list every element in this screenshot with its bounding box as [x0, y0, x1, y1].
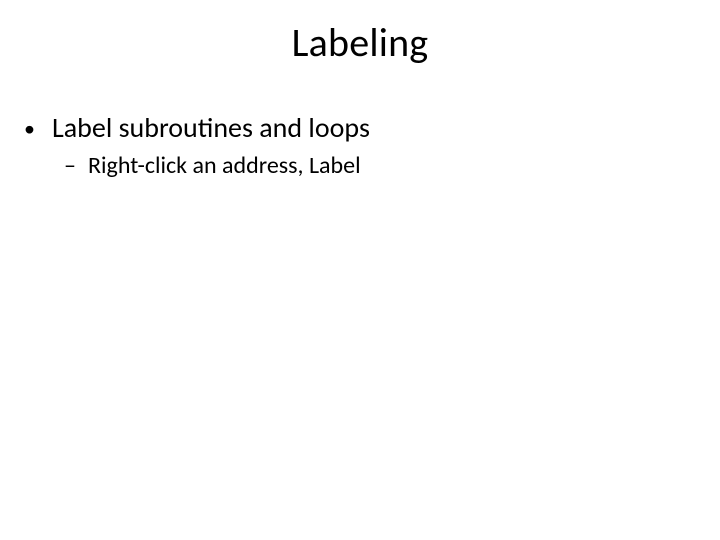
- bullet-dash-icon: –: [64, 151, 88, 180]
- slide-title: Labeling: [0, 18, 720, 67]
- bullet-level-1-text: Label subroutines and loops: [52, 110, 370, 145]
- bullet-dot-icon: •: [24, 118, 52, 140]
- slide: Labeling • Label subroutines and loops –…: [0, 0, 720, 540]
- bullet-level-2: – Right-click an address, Label: [64, 151, 696, 180]
- bullet-level-2-text: Right-click an address, Label: [88, 151, 361, 180]
- bullet-level-1: • Label subroutines and loops: [24, 110, 696, 145]
- slide-body: • Label subroutines and loops – Right-cl…: [24, 110, 696, 186]
